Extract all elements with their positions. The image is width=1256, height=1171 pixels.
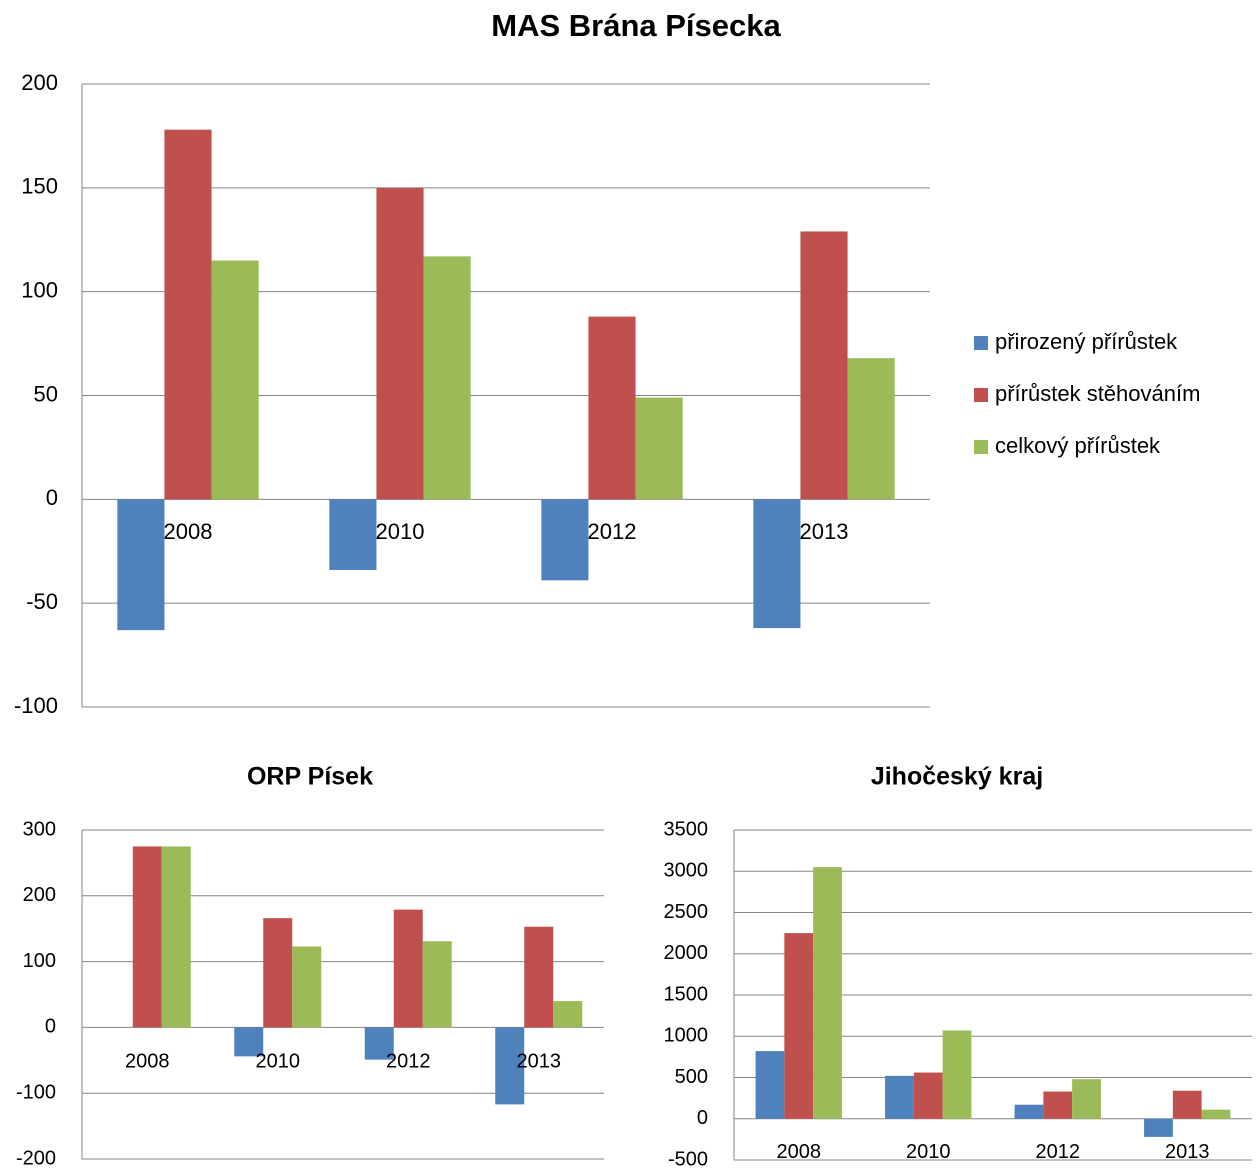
y-tick-label: 500 [675,1066,708,1088]
bar [1201,1109,1231,1119]
bar [755,1051,785,1119]
bar [847,358,895,500]
y-tick-label: -500 [668,1148,708,1170]
bar [1043,1091,1073,1119]
y-tick-label: 100 [23,950,56,972]
bar [942,1030,972,1119]
bar [1014,1104,1044,1119]
bar [1144,1118,1173,1137]
y-tick-label: 3500 [664,818,709,840]
legend-label: přírůstek stěhováním [995,381,1200,406]
bar [753,499,801,629]
x-tick-label: 2012 [1036,1141,1081,1163]
legend-label: přirozený přírůstek [995,329,1178,354]
y-tick-label: 3000 [664,860,709,882]
y-tick-label: 200 [23,884,56,906]
bar [635,397,683,500]
y-tick-label: 2500 [664,901,709,923]
y-tick-label: 0 [697,1107,708,1129]
legend-swatch [974,388,988,402]
y-tick-label: 300 [23,818,56,840]
x-tick-label: 2008 [164,519,213,544]
chart-title: MAS Brána Písecka [491,8,781,43]
y-tick-label: 0 [46,485,58,510]
bar [263,918,293,1028]
legend-swatch [974,440,988,454]
x-tick-label: 2008 [777,1141,822,1163]
bar [495,1027,525,1105]
x-tick-label: 2012 [386,1051,431,1073]
bar [329,499,377,570]
x-tick-label: 2010 [906,1141,951,1163]
y-tick-label: -100 [14,693,58,718]
y-tick-label: 1000 [664,1025,709,1047]
bar [132,846,162,1028]
bar [393,909,423,1028]
bar [376,187,424,500]
bar [813,867,842,1119]
bar [364,1027,394,1060]
y-tick-label: 100 [21,277,58,302]
bar [423,256,471,500]
bar [234,1027,264,1057]
chart-title: ORP Písek [247,763,373,791]
bar [161,846,191,1028]
bar [885,1075,914,1119]
bar [292,946,322,1028]
x-tick-label: 2008 [125,1051,170,1073]
y-tick-label: 150 [21,174,58,199]
y-tick-label: -50 [26,589,58,614]
bar [524,926,554,1028]
bar [164,129,212,500]
bar [117,499,165,631]
y-tick-label: 0 [45,1016,56,1038]
x-tick-label: 2013 [517,1051,562,1073]
y-tick-label: 50 [34,381,58,406]
x-tick-label: 2012 [588,519,637,544]
y-tick-label: -200 [16,1147,56,1169]
y-tick-label: 2000 [664,942,709,964]
bar [913,1072,943,1119]
y-tick-label: -100 [16,1081,56,1103]
x-tick-label: 2013 [800,519,849,544]
bar [553,1001,583,1028]
bar [211,260,259,500]
x-tick-label: 2010 [376,519,425,544]
y-tick-label: 1500 [664,983,709,1005]
bar [784,933,814,1119]
legend-swatch [974,336,988,350]
x-tick-label: 2013 [1165,1141,1210,1163]
bar [588,316,636,500]
bar [422,941,452,1028]
chart-title: Jihočeský kraj [871,763,1043,791]
bar [800,231,848,500]
x-tick-label: 2010 [256,1051,301,1073]
legend-label: celkový přírůstek [995,433,1161,458]
bar [1172,1090,1202,1119]
bar [1072,1079,1101,1119]
bar [541,499,589,581]
y-tick-label: 200 [21,70,58,95]
